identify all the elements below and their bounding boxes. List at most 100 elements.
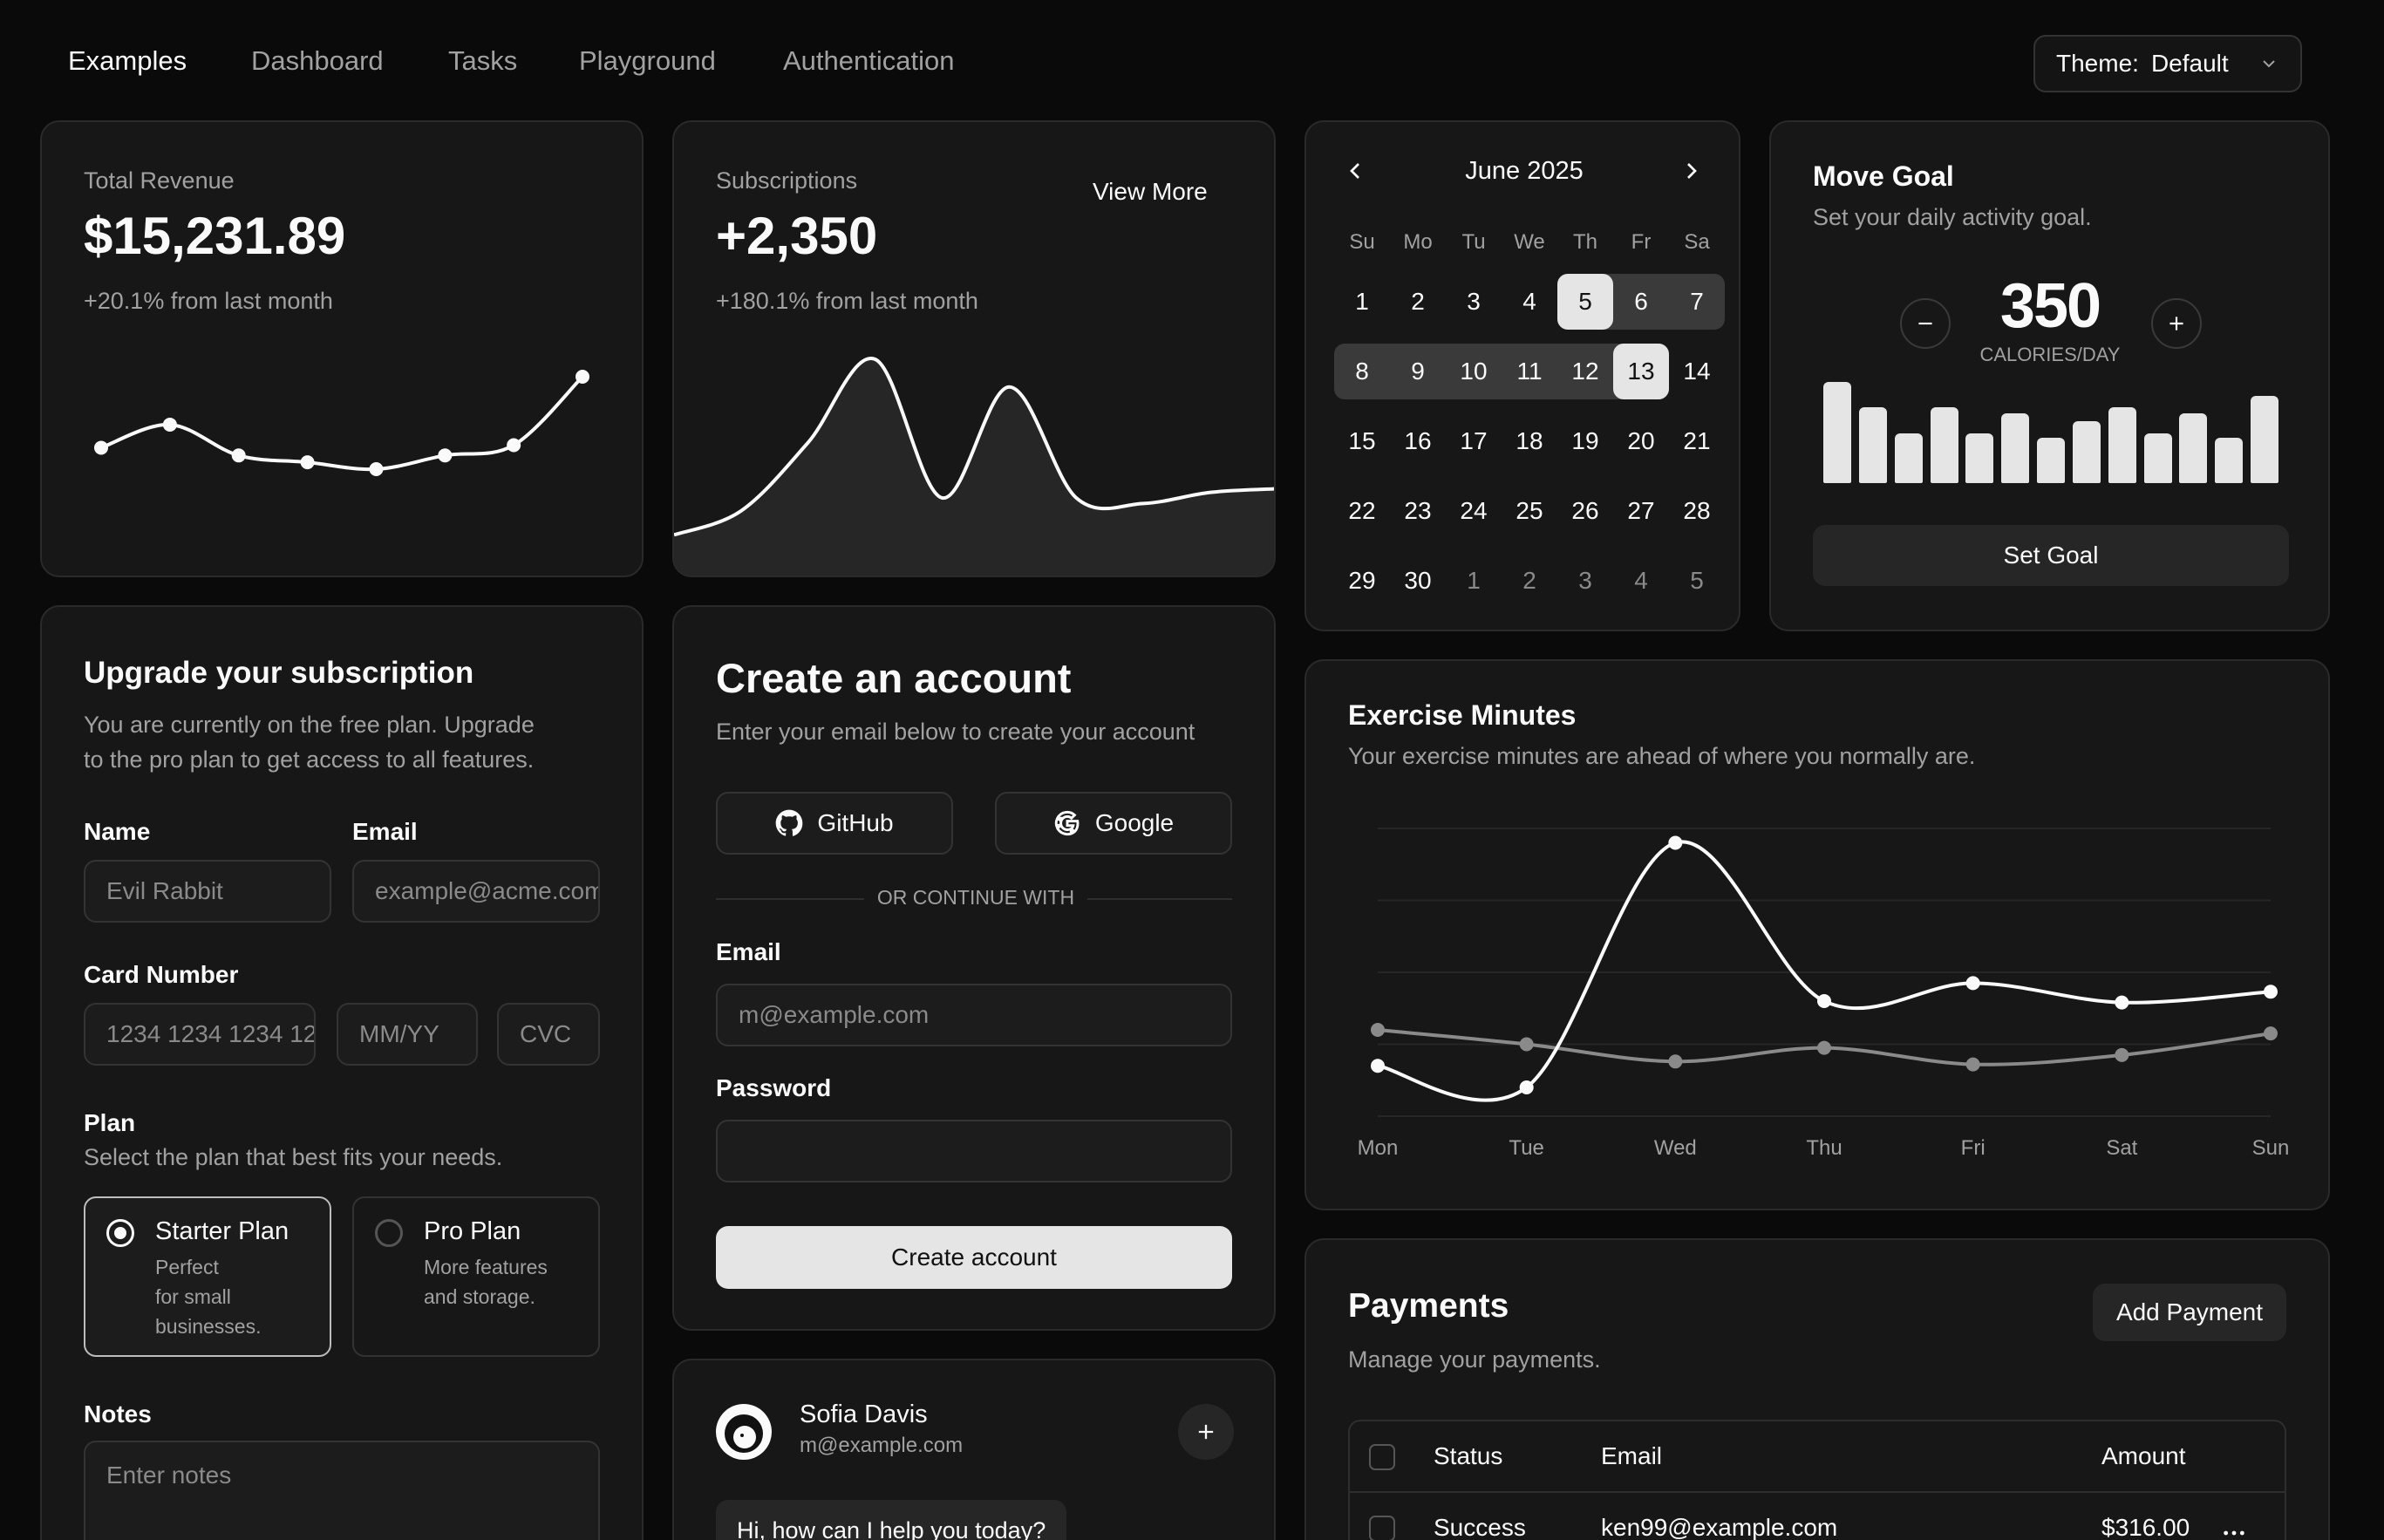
calendar-day[interactable]: 18 <box>1516 427 1543 454</box>
payments-card: Payments Manage your payments. Add Payme… <box>1304 1238 2330 1540</box>
calendar-day[interactable]: 5 <box>1690 567 1704 594</box>
exercise-point <box>1965 976 1980 991</box>
account-email-input[interactable]: m@example.com <box>716 984 1232 1046</box>
calendar-day[interactable]: 5 <box>1557 274 1613 330</box>
notes-textarea[interactable]: Enter notes <box>84 1441 600 1540</box>
revenue-point <box>94 440 108 455</box>
decrease-button[interactable] <box>1900 298 1951 349</box>
select-all-checkbox[interactable] <box>1369 1444 1395 1470</box>
theme-select[interactable]: Theme: Default <box>2033 35 2302 92</box>
exercise-point <box>2115 1047 2129 1062</box>
pro-plan-title: Pro Plan <box>424 1217 521 1245</box>
subscriptions-series-line <box>674 357 1274 537</box>
calendar-day[interactable]: 21 <box>1683 427 1711 454</box>
calendar-day[interactable]: 9 <box>1411 358 1425 385</box>
status-header[interactable]: Status <box>1434 1442 1503 1469</box>
calendar-day[interactable]: 25 <box>1516 497 1543 524</box>
notes-label: Notes <box>84 1400 152 1428</box>
nav-dashboard[interactable]: Dashboard <box>251 45 384 76</box>
create-account-button[interactable]: Create account <box>716 1226 1232 1289</box>
starter-plan-line1: Perfect <box>155 1256 219 1278</box>
exercise-title: Exercise Minutes <box>1348 699 1577 731</box>
weekday-header: Th <box>1572 230 1597 254</box>
calendar-day[interactable]: 14 <box>1683 358 1711 385</box>
calendar-day[interactable]: 1 <box>1467 567 1481 594</box>
card-number-label: Card Number <box>84 961 239 988</box>
calendar-day[interactable]: 20 <box>1627 427 1655 454</box>
calendar-day[interactable]: 11 <box>1516 358 1543 385</box>
plan-label: Plan <box>84 1109 136 1136</box>
goal-bar <box>2072 421 2101 483</box>
revenue-point <box>300 455 315 470</box>
name-input[interactable]: Evil Rabbit <box>84 860 331 923</box>
calendar-day[interactable]: 30 <box>1404 567 1432 594</box>
exercise-point <box>1668 835 1683 850</box>
card-number-input[interactable]: 1234 1234 1234 1234 <box>84 1003 316 1066</box>
email-header[interactable]: Email <box>1601 1442 1663 1469</box>
exercise-point <box>2115 995 2129 1010</box>
calendar-day[interactable]: 1 <box>1355 288 1369 315</box>
calendar-day[interactable]: 23 <box>1404 497 1432 524</box>
subscriptions-area <box>674 358 1274 576</box>
calendar-day[interactable]: 19 <box>1571 427 1599 454</box>
goal-bar <box>1965 433 1994 483</box>
github-label: GitHub <box>817 809 894 836</box>
nav-tasks[interactable]: Tasks <box>448 45 518 76</box>
set-goal-button[interactable]: Set Goal <box>1813 525 2289 586</box>
exercise-point <box>1817 1040 1831 1055</box>
calendar-day[interactable]: 2 <box>1522 567 1536 594</box>
more-horizontal-icon[interactable] <box>2220 1519 2248 1540</box>
calendar-day[interactable]: 4 <box>1522 288 1536 315</box>
increase-button[interactable] <box>2151 298 2202 349</box>
calendar-day[interactable]: 26 <box>1571 497 1599 524</box>
calendar-day[interactable]: 2 <box>1411 288 1425 315</box>
calendar-day[interactable]: 16 <box>1404 427 1432 454</box>
account-email-label: Email <box>716 938 781 965</box>
calendar-day[interactable]: 22 <box>1348 497 1376 524</box>
calendar-day[interactable]: 10 <box>1460 358 1488 385</box>
pro-plan-line1: More features <box>424 1256 548 1278</box>
row-checkbox[interactable] <box>1369 1516 1395 1540</box>
github-button[interactable]: GitHub <box>716 792 953 855</box>
calendar-day[interactable]: 3 <box>1578 567 1592 594</box>
divider-line-right <box>1087 898 1232 900</box>
calendar-day[interactable]: 13 <box>1613 344 1669 399</box>
chevron-right-icon[interactable] <box>1678 157 1706 185</box>
pro-plan-option[interactable]: Pro Plan More features and storage. <box>352 1196 600 1357</box>
password-input[interactable] <box>716 1120 1232 1182</box>
calendar-day[interactable]: 28 <box>1683 497 1711 524</box>
calendar-day[interactable]: 17 <box>1460 427 1488 454</box>
x-tick-label: Sat <box>2106 1136 2137 1160</box>
weekday-header: We <box>1514 230 1545 254</box>
expiry-input[interactable]: MM/YY <box>337 1003 478 1066</box>
radio-unchecked-icon <box>375 1219 403 1247</box>
google-button[interactable]: Google <box>995 792 1232 855</box>
goal-bar <box>2251 395 2278 483</box>
add-payment-button[interactable]: Add Payment <box>2093 1284 2286 1341</box>
calendar-day[interactable]: 12 <box>1571 358 1599 385</box>
calendar-day[interactable]: 8 <box>1355 358 1369 385</box>
calendar-day[interactable]: 7 <box>1690 288 1704 315</box>
calendar-day[interactable]: 6 <box>1634 288 1648 315</box>
google-icon <box>1054 810 1080 836</box>
cvc-input[interactable]: CVC <box>497 1003 600 1066</box>
starter-plan-option[interactable]: Starter Plan Perfect for small businesse… <box>84 1196 331 1357</box>
amount-header: Amount <box>2101 1442 2186 1469</box>
exercise-subtitle: Your exercise minutes are ahead of where… <box>1348 743 1976 769</box>
goal-subtitle: Set your daily activity goal. <box>1813 204 2092 230</box>
email-input[interactable]: example@acme.com <box>352 860 600 923</box>
calendar-day[interactable]: 4 <box>1634 567 1648 594</box>
new-chat-button[interactable] <box>1178 1404 1234 1460</box>
calendar-day[interactable]: 27 <box>1627 497 1655 524</box>
calendar-day[interactable]: 29 <box>1348 567 1376 594</box>
chevron-left-icon[interactable] <box>1341 157 1369 185</box>
calendar-day[interactable]: 3 <box>1467 288 1481 315</box>
nav-playground[interactable]: Playground <box>579 45 716 76</box>
view-more-button[interactable]: View More <box>1093 178 1208 205</box>
revenue-point <box>438 448 453 463</box>
calendar-day[interactable]: 15 <box>1348 427 1376 454</box>
exercise-point <box>2264 985 2278 999</box>
nav-examples[interactable]: Examples <box>68 45 187 76</box>
nav-authentication[interactable]: Authentication <box>783 45 955 76</box>
calendar-day[interactable]: 24 <box>1460 497 1488 524</box>
